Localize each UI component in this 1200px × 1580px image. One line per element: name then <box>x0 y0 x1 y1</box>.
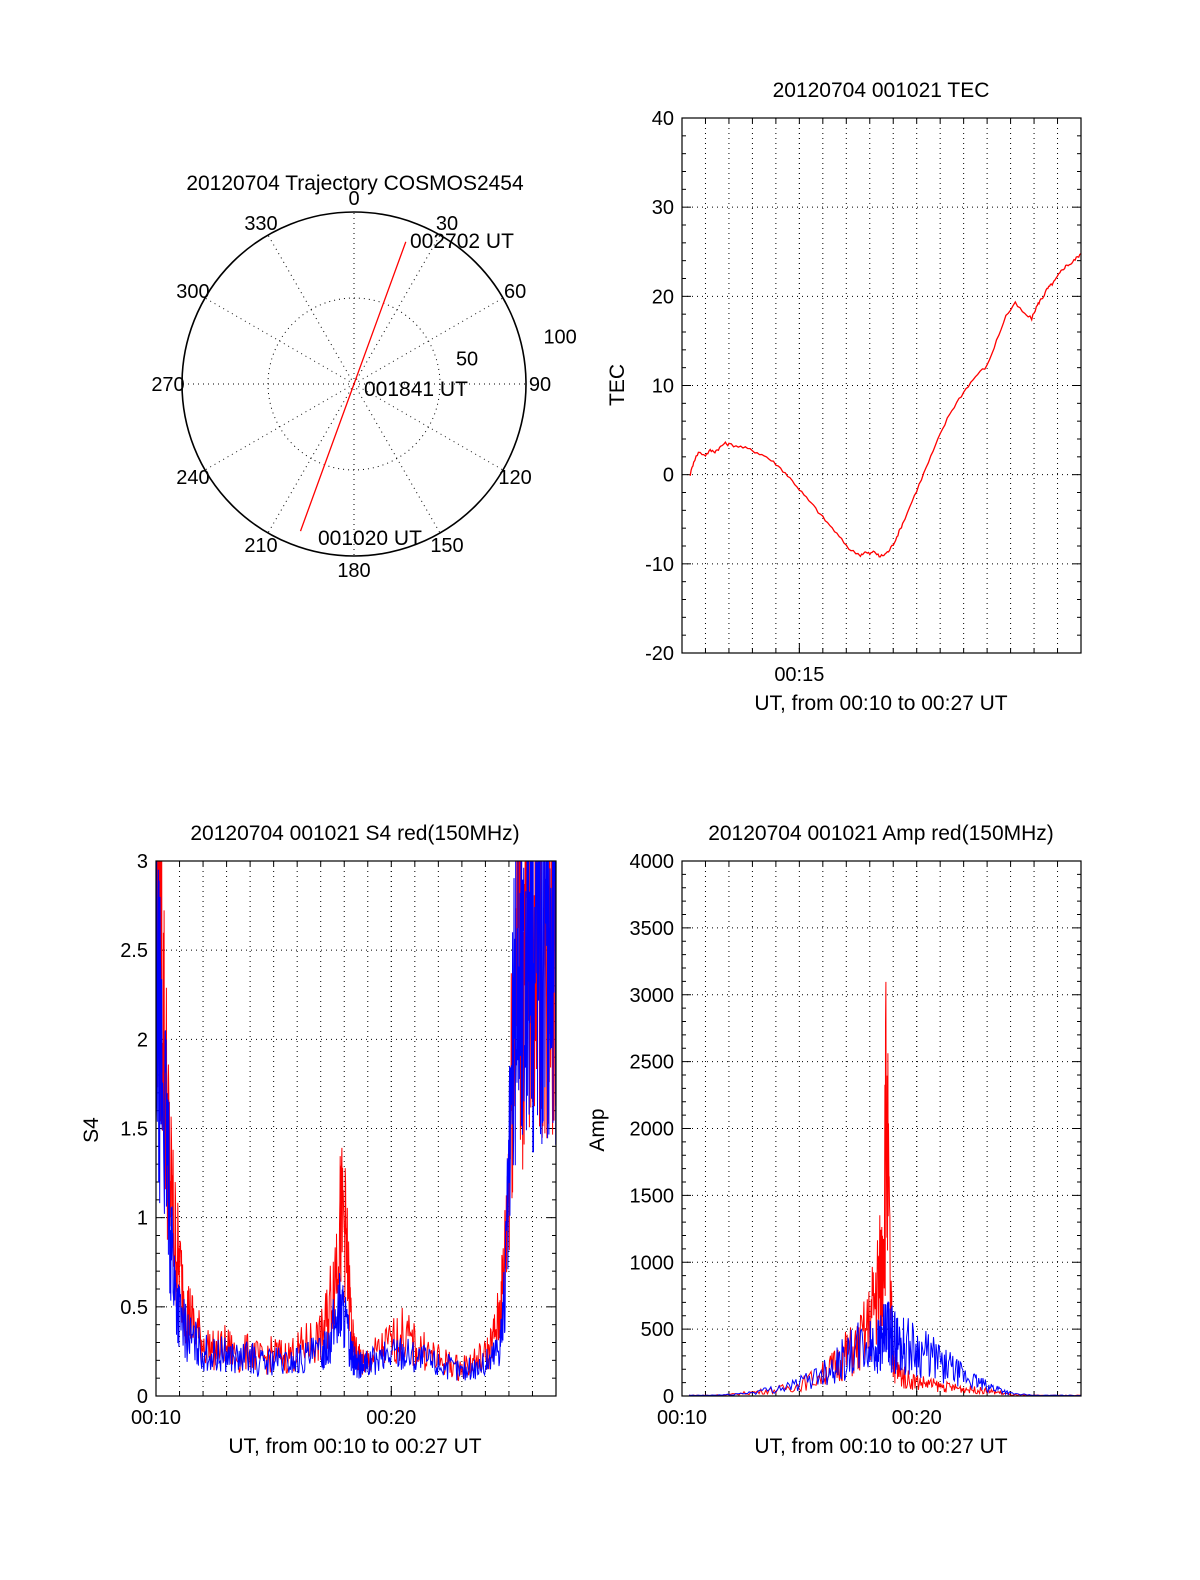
polar-spoke-30 <box>353 234 441 385</box>
s4-ytick-label: 3 <box>137 851 148 873</box>
tec-ytick-label: -20 <box>645 643 674 665</box>
amp-ylabel: Amp <box>586 1108 609 1151</box>
amp-ytick-label: 3000 <box>630 985 675 1007</box>
polar-angle-label-180: 180 <box>337 560 370 582</box>
polar-angle-label-330: 330 <box>244 213 277 235</box>
polar-spoke-300 <box>204 297 355 385</box>
amp-panel: 20120704 001021 Amp red(150MHz) UT, from… <box>586 822 1082 1458</box>
tec-ytick-label: -10 <box>645 554 674 576</box>
polar-angle-label-270: 270 <box>151 374 184 396</box>
polar-spoke-330 <box>267 234 355 385</box>
amp-plot-frame <box>681 860 1082 1397</box>
amp-ytick-label: 500 <box>641 1319 674 1341</box>
tec-ytick-label: 30 <box>652 197 674 219</box>
s4-ytick-label: 1 <box>137 1208 148 1230</box>
s4-xtick-label: 00:20 <box>366 1407 416 1429</box>
amp-xtick-label: 00:10 <box>657 1407 707 1429</box>
s4-series-red <box>156 861 556 1382</box>
tec-xlabel: UT, from 00:10 to 00:27 UT <box>754 692 1007 715</box>
s4-xlabel: UT, from 00:10 to 00:27 UT <box>228 1435 481 1458</box>
polar-radius-label-50: 50 <box>456 349 478 371</box>
amp-title: 20120704 001021 Amp red(150MHz) <box>708 822 1054 845</box>
polar-spoke-120 <box>353 383 504 471</box>
tec-ylabel: TEC <box>606 364 629 406</box>
s4-ytick-label: 1.5 <box>120 1119 148 1141</box>
polar-angle-label-60: 60 <box>504 281 526 303</box>
s4-ylabel: S4 <box>80 1117 103 1143</box>
polar-radius-label-100: 100 <box>543 326 576 348</box>
amp-series-group <box>688 981 1081 1396</box>
s4-plot-frame <box>155 860 557 1397</box>
s4-series-group <box>156 861 556 1382</box>
polar-trajectory <box>299 241 407 532</box>
polar-grid <box>181 211 527 557</box>
amp-ytick-label: 1500 <box>630 1185 675 1207</box>
amp-ytick-label: 0 <box>663 1386 674 1408</box>
tec-ytick-label: 20 <box>652 286 674 308</box>
s4-ytick-label: 2 <box>137 1029 148 1051</box>
amp-xlabel: UT, from 00:10 to 00:27 UT <box>754 1435 1007 1458</box>
amp-series-blue <box>688 1301 1081 1396</box>
polar-trajectory-panel: 20120704 Trajectory COSMOS2454 0 30 60 90 12… <box>151 172 577 582</box>
polar-angle-label-240: 240 <box>176 467 209 489</box>
s4-ytick-label: 2.5 <box>120 940 148 962</box>
polar-angle-label-300: 300 <box>176 281 209 303</box>
tec-series-group <box>689 253 1081 558</box>
tec-ytick-label: 0 <box>663 465 674 487</box>
s4-series-blue <box>156 861 556 1381</box>
s4-xtick-label: 00:10 <box>131 1407 181 1429</box>
s4-ytick-label: 0 <box>137 1386 148 1408</box>
tec-ytick-label: 10 <box>652 376 674 398</box>
polar-angle-label-90: 90 <box>529 374 551 396</box>
amp-xtick-label: 00:20 <box>892 1407 942 1429</box>
polar-outer-circle <box>181 211 527 557</box>
polar-spoke-150 <box>353 383 441 534</box>
polar-title: 20120704 Trajectory COSMOS2454 <box>186 172 524 195</box>
tec-ytick-label: 40 <box>652 108 674 130</box>
polar-angle-label-210: 210 <box>244 535 277 557</box>
polar-angle-labels: 0 30 60 90 120 150 180 210 240 270 300 330 <box>151 188 551 582</box>
s4-title: 20120704 001021 S4 red(150MHz) <box>190 822 519 845</box>
polar-angle-label-120: 120 <box>498 467 531 489</box>
amp-ytick-label: 4000 <box>630 851 675 873</box>
s4-ytick-label: 0.5 <box>120 1297 148 1319</box>
s4-panel: 20120704 001021 S4 red(150MHz) UT, from … <box>80 822 557 1458</box>
amp-ytick-label: 2500 <box>630 1052 675 1074</box>
tec-plot-frame <box>681 117 1082 654</box>
polar-angle-label-150: 150 <box>430 535 463 557</box>
amp-ytick-label: 1000 <box>630 1252 675 1274</box>
amp-ytick-label: 3500 <box>630 918 675 940</box>
polar-trajectory-line <box>299 241 407 532</box>
tec-xtick-label: 00:15 <box>774 664 824 686</box>
polar-angle-label-30: 30 <box>436 213 458 235</box>
polar-spoke-60 <box>353 297 504 385</box>
polar-angle-label-0: 0 <box>348 188 359 210</box>
polar-radius-labels: 50 100 <box>456 326 577 370</box>
amp-ytick-label: 2000 <box>630 1119 675 1141</box>
polar-spoke-240 <box>204 383 355 471</box>
tec-panel: 20120704 001021 TEC UT, from 00:10 to 00… <box>606 79 1082 715</box>
tec-title: 20120704 001021 TEC <box>773 79 990 102</box>
polar-spoke-210 <box>267 383 355 534</box>
annotation-mid-time: 001841 UT <box>364 378 468 401</box>
annotation-end-time: 002702 UT <box>410 230 514 253</box>
annotation-start-time: 001020 UT <box>318 527 422 550</box>
tec-series-red <box>689 253 1081 558</box>
